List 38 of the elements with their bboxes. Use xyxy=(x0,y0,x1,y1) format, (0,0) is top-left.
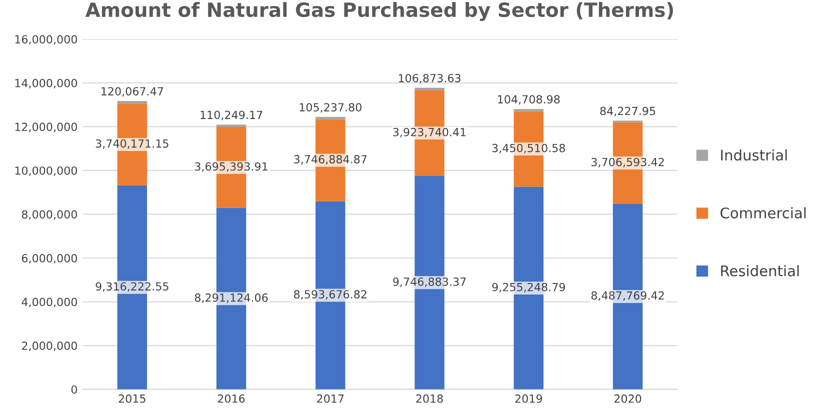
x-tick-label: 2018 xyxy=(416,394,443,403)
x-tick-label: 2019 xyxy=(515,394,542,403)
data-label: 110,249.17 xyxy=(200,110,262,120)
y-tick-label: 6,000,000 xyxy=(22,254,77,264)
data-label: 9,316,222.55 xyxy=(96,282,168,292)
chart-title: Amount of Natural Gas Purchased by Sector (Therms) xyxy=(85,2,673,22)
legend-label: Industrial xyxy=(721,149,787,161)
x-tick-label: 2015 xyxy=(118,394,146,403)
data-label: 84,227.95 xyxy=(600,106,656,116)
y-tick-label: 8,000,000 xyxy=(22,210,77,220)
data-label: 3,746,884.87 xyxy=(294,155,367,165)
y-tick-label: 2,000,000 xyxy=(22,342,77,352)
data-label: 105,237.80 xyxy=(300,103,362,113)
y-tick-label: 14,000,000 xyxy=(15,78,77,88)
x-tick-label: 2020 xyxy=(614,394,642,403)
data-label: 3,450,510.58 xyxy=(492,144,565,154)
data-label: 3,695,393.91 xyxy=(195,162,268,172)
legend-label: Residential xyxy=(721,265,799,276)
y-tick-label: 16,000,000 xyxy=(15,35,77,45)
data-label: 9,746,883.37 xyxy=(393,277,466,288)
data-label: 3,740,171.15 xyxy=(96,139,168,149)
data-label: 104,708.98 xyxy=(498,95,560,105)
data-label: 3,706,593.42 xyxy=(592,158,664,168)
data-label: 8,487,769.42 xyxy=(591,291,664,301)
x-tick-label: 2017 xyxy=(317,394,344,403)
data-label: 8,291,124.06 xyxy=(194,293,268,303)
bar xyxy=(117,100,148,104)
data-label: 8,593,676.82 xyxy=(294,290,366,300)
x-tick-label: 2016 xyxy=(218,394,245,403)
data-label: 9,255,248.79 xyxy=(492,282,565,292)
data-label: 106,873.63 xyxy=(398,74,460,84)
y-tick-label: 0 xyxy=(71,385,77,394)
data-label: 120,067.47 xyxy=(102,87,164,97)
legend-label: Commercial xyxy=(720,207,806,218)
y-tick-label: 10,000,000 xyxy=(15,166,77,176)
y-tick-label: 12,000,000 xyxy=(15,122,77,132)
data-label: 3,923,740.41 xyxy=(393,128,466,138)
y-tick-label: 4,000,000 xyxy=(22,298,77,308)
